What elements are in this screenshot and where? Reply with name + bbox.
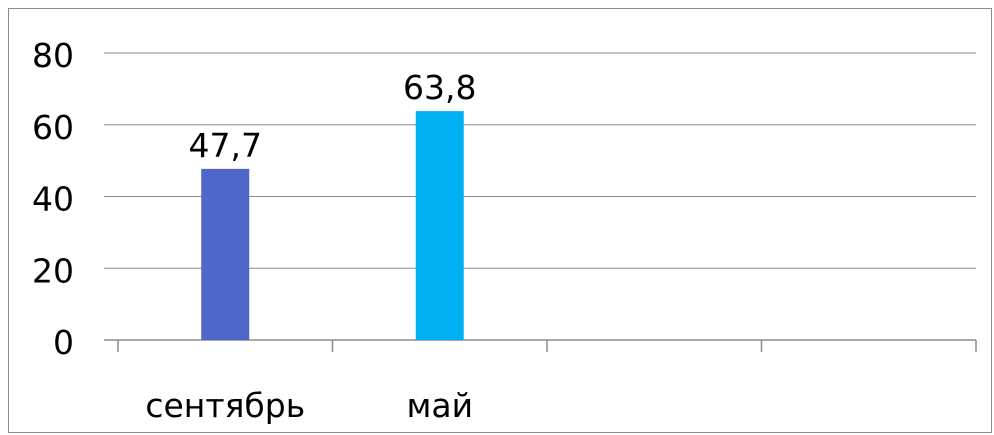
bar: [415, 111, 464, 341]
chart-frame: [8, 8, 992, 433]
y-tick-label: 0: [53, 323, 74, 362]
x-category-label: май: [406, 386, 473, 425]
axes: [104, 339, 977, 352]
bar: [201, 168, 250, 340]
gridlines: [104, 52, 976, 269]
y-tick-label: 60: [32, 108, 74, 147]
data-label: 47,7: [189, 126, 262, 165]
bars: [201, 111, 464, 341]
y-tick-label: 20: [32, 251, 74, 290]
x-category-label: сентябрь: [145, 386, 305, 425]
y-tick-label: 80: [32, 36, 74, 75]
labels: 0 20 40 60 80 47,7 сентябрь 63,8 май: [32, 36, 476, 425]
y-tick-label: 40: [32, 180, 74, 219]
data-label: 63,8: [403, 68, 476, 107]
